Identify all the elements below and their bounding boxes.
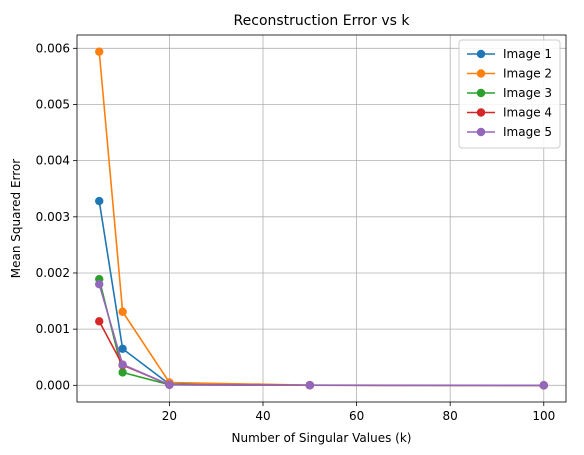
y-tick-label: 0.001: [36, 322, 70, 336]
y-tick-label: 0.000: [36, 378, 70, 392]
series-line: [98, 200, 544, 387]
series-line: [98, 320, 544, 387]
legend-label: Image 3: [503, 86, 552, 100]
legend-item: Image 4: [467, 106, 552, 120]
y-tick-label: 0.002: [36, 266, 70, 280]
chart-title: Reconstruction Error vs k: [234, 13, 411, 29]
x-tick-label: 40: [255, 409, 270, 423]
data-point: [118, 368, 127, 377]
data-point: [305, 381, 315, 390]
x-tick-label: 100: [532, 409, 555, 423]
data-point: [95, 280, 104, 289]
x-tick-label: 20: [162, 409, 177, 423]
y-tick-label: 0.004: [36, 154, 70, 168]
legend-box: [458, 39, 561, 149]
x-tick-label: 80: [443, 409, 458, 423]
y-tick-label: 0.005: [36, 97, 70, 111]
legend-label: Image 5: [503, 125, 552, 139]
y-tick-label: 0.003: [36, 210, 70, 224]
legend-swatch-marker: [476, 49, 486, 59]
legend-item: Image 3: [467, 86, 552, 100]
legend-item: Image 1: [467, 47, 552, 61]
ticks: 20 40 60 80 100 0.000 0.001 0.002 0.003 0.004 0.00…: [36, 41, 556, 423]
legend-swatch-marker: [476, 108, 486, 117]
data-point: [118, 344, 127, 354]
data-point: [95, 196, 104, 206]
series-layer: [95, 47, 548, 390]
data-point: [118, 307, 127, 316]
legend-item: Image 5: [467, 125, 552, 139]
plot-frame: [76, 34, 567, 403]
data-point: [165, 380, 174, 389]
legend-swatch-marker: [476, 69, 486, 78]
series-line: [98, 278, 544, 387]
legend-label: Image 4: [503, 106, 552, 120]
data-point: [95, 317, 104, 326]
legend-item: Image 2: [467, 67, 552, 81]
data-point: [539, 381, 548, 390]
x-tick-label: 60: [349, 409, 364, 423]
legend-label: Image 2: [503, 67, 552, 81]
series-5: [95, 280, 548, 390]
x-axis-label: Number of Singular Values (k): [232, 431, 412, 445]
data-point: [118, 360, 127, 369]
y-axis-label: Mean Squared Error: [9, 159, 23, 279]
series-line: [98, 283, 544, 387]
y-tick-label: 0.006: [36, 41, 70, 55]
legend-swatch-marker: [476, 127, 486, 137]
legend-label: Image 1: [503, 47, 552, 61]
series-1: [95, 196, 548, 390]
legend-swatch-marker: [476, 88, 486, 98]
data-point: [95, 47, 104, 56]
legend: Image 1 Image 2 Image 3 Image 4 Image 5: [458, 39, 561, 149]
